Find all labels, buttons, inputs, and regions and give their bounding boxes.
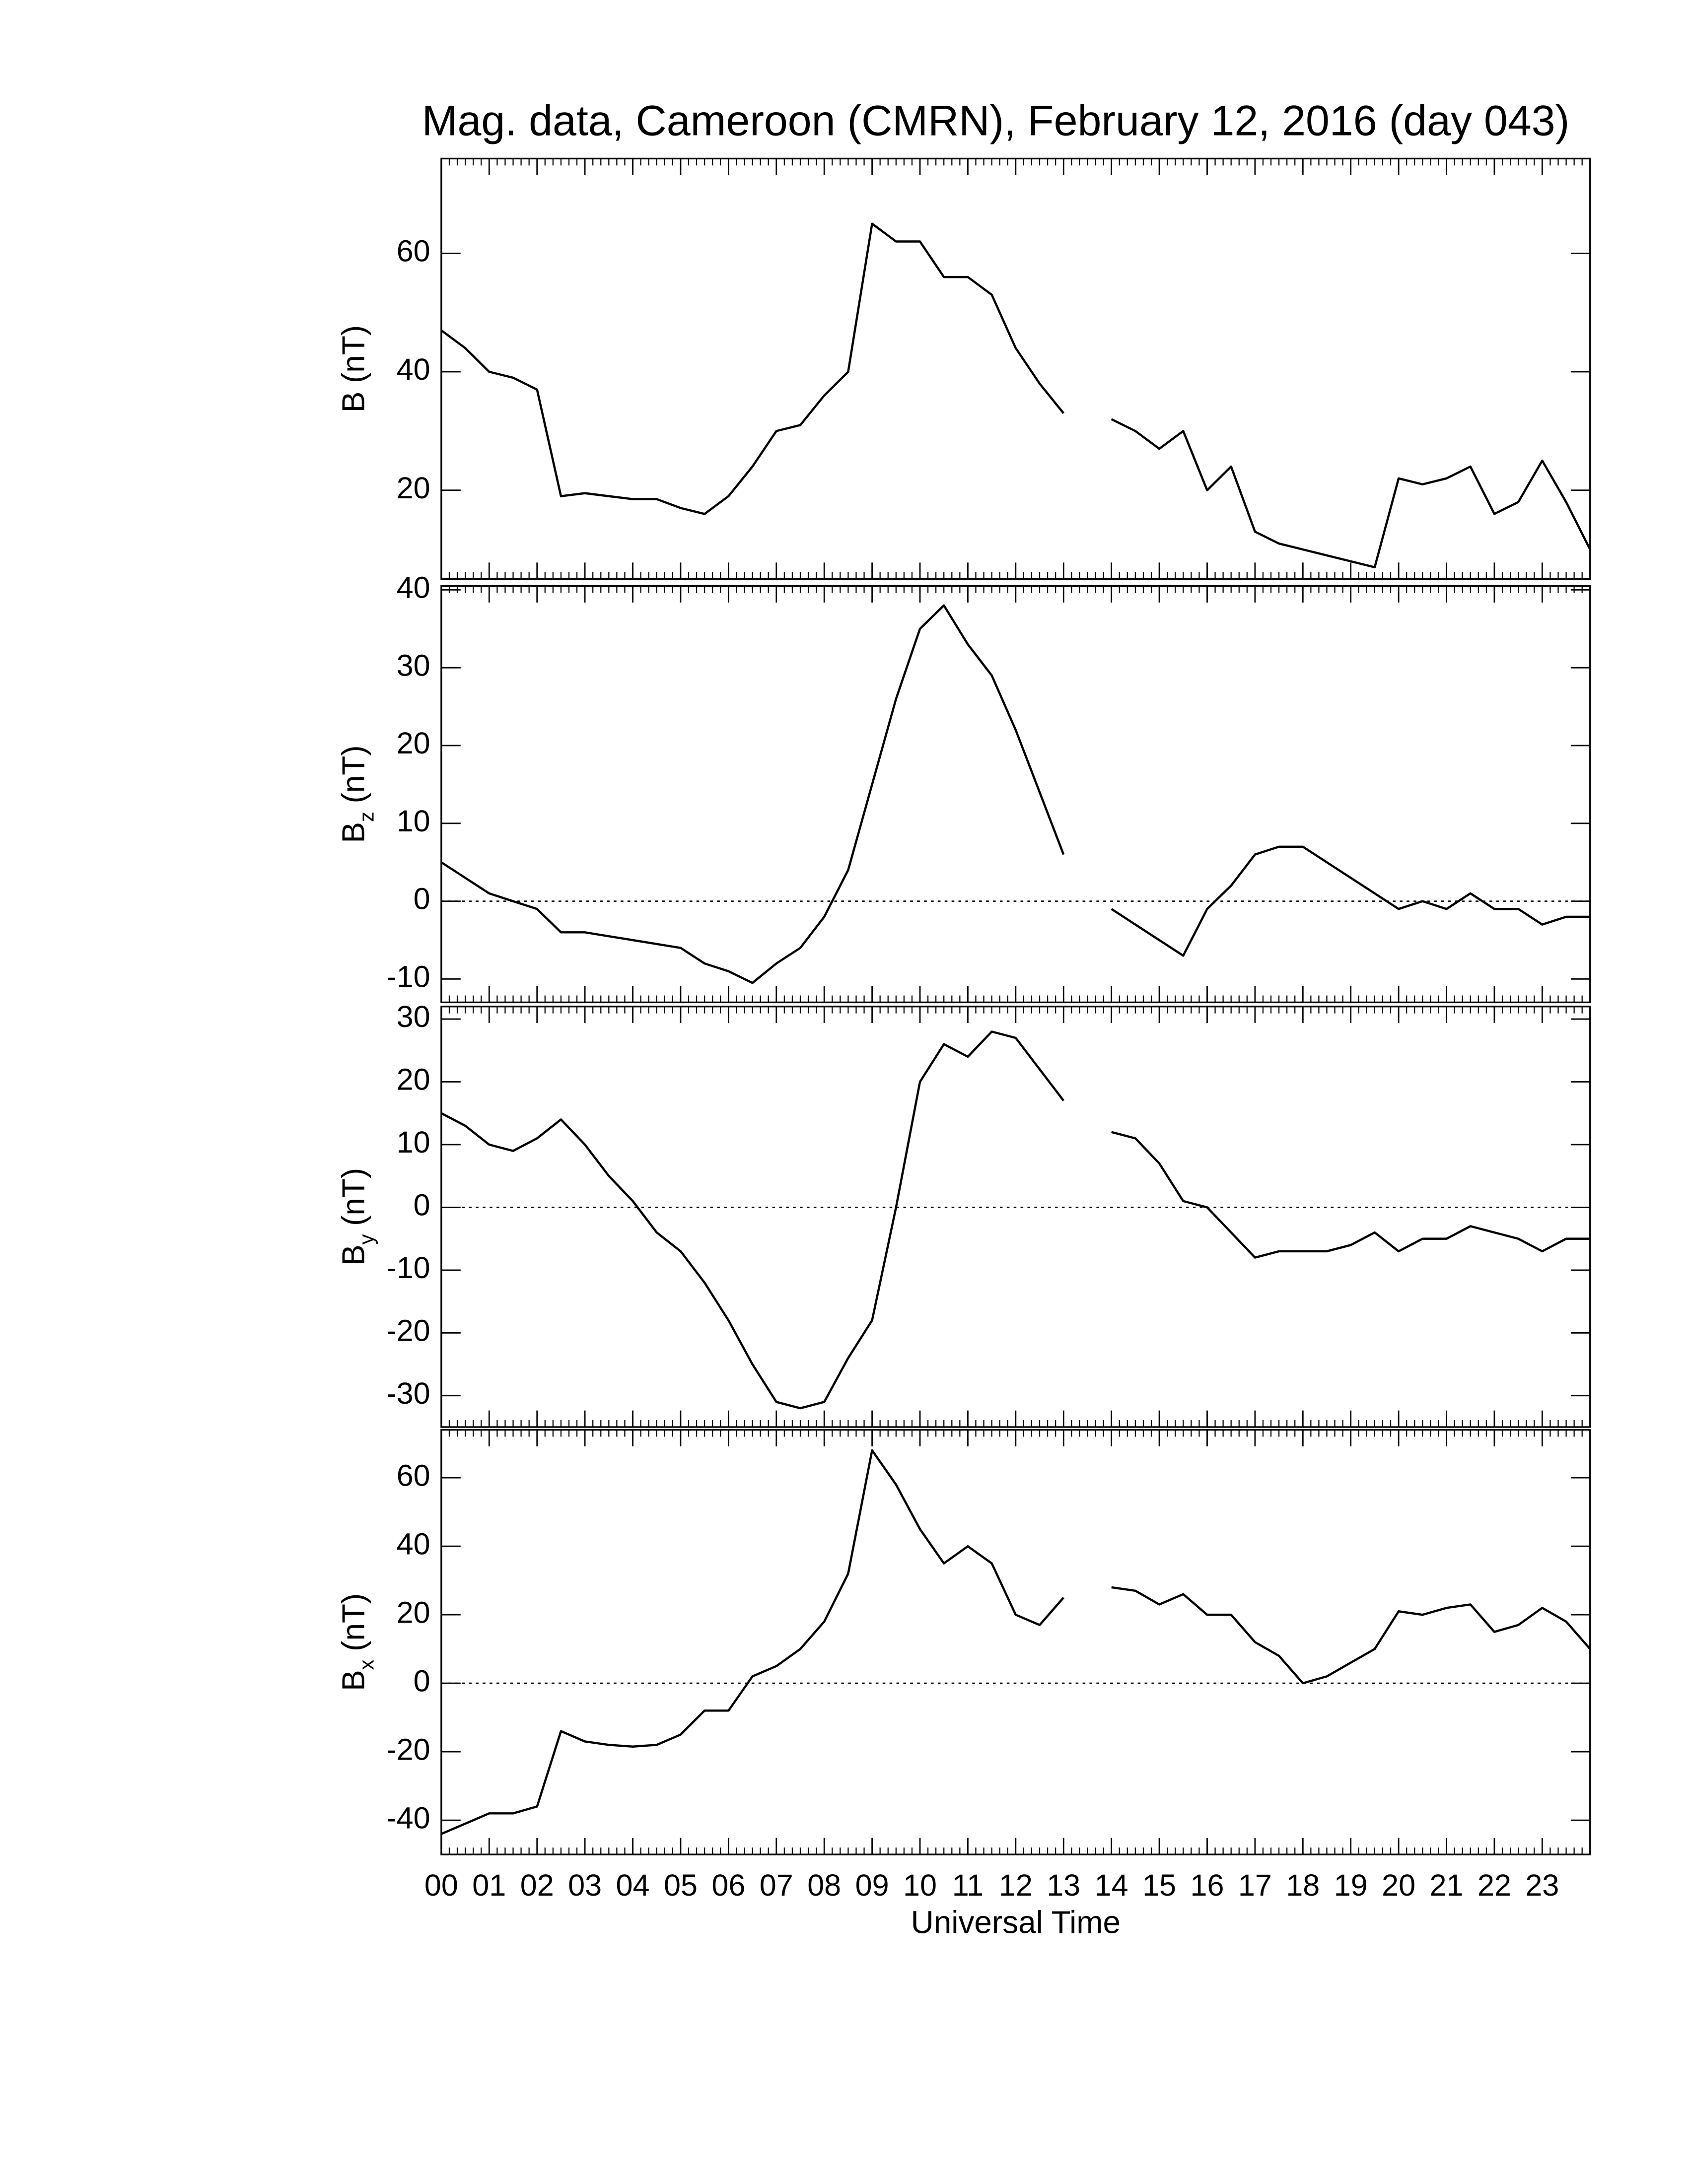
y-label-unit: (nT) [336,325,371,383]
y-tick-label: -40 [386,1801,430,1835]
x-tick-label: 13 [1047,1868,1080,1902]
y-label-symbol: B [336,1244,371,1266]
y-tick-label: 40 [397,1527,430,1561]
x-tick-label: 04 [616,1868,650,1902]
y-tick-label: -30 [386,1376,430,1410]
y-tick-label: 0 [414,1188,430,1222]
y-tick-label: 0 [414,1664,430,1698]
y-tick-label: 20 [397,1595,430,1629]
y-tick-label: -10 [386,960,430,994]
y-tick-label: 20 [397,726,430,760]
y-tick-label: 60 [397,234,430,268]
x-tick-label: 22 [1477,1868,1511,1902]
y-tick-label: 30 [397,648,430,682]
data-line [441,1449,1591,1835]
x-tick-label: 00 [424,1868,458,1902]
y-tick-label: -20 [386,1732,430,1766]
x-axis-label: Universal Time [911,1905,1121,1940]
x-tick-label: 01 [472,1868,506,1902]
y-label-unit: (nT) [336,1168,371,1226]
x-tick-label: 21 [1430,1868,1464,1902]
panel-frame [440,157,1591,580]
panel-frame [440,1429,1591,1855]
y-tick-label: -10 [386,1251,430,1285]
y-axis-label: Bz (nT) [336,745,378,843]
x-tick-label: 02 [520,1868,554,1902]
y-label-subscript: y [355,1234,378,1244]
x-tick-label: 11 [952,1868,984,1902]
x-tick-label: 05 [664,1868,698,1902]
y-tick-label: 30 [397,1000,430,1033]
x-tick-label: 18 [1286,1868,1320,1902]
y-label-subscript: z [355,812,378,822]
y-tick-label: 60 [397,1458,430,1492]
y-tick-label: 40 [397,571,430,605]
x-tick-label: 23 [1525,1868,1559,1902]
x-tick-label: 09 [855,1868,889,1902]
x-tick-label: 03 [568,1868,602,1902]
y-tick-label: 20 [397,471,430,505]
x-tick-label: 15 [1142,1868,1176,1902]
x-tick-label: 12 [999,1868,1033,1902]
x-tick-label: 14 [1095,1868,1128,1902]
y-label-unit: (nT) [336,1593,371,1651]
y-tick-label: 40 [397,352,430,386]
y-tick-label: 10 [397,1125,430,1159]
x-tick-label: 08 [807,1868,841,1902]
chart-title: Mag. data, Cameroon (CMRN), February 12,… [422,97,1570,145]
data-line [440,222,1591,569]
y-tick-label: 0 [414,882,430,916]
y-axis-label: By (nT) [336,1168,378,1266]
panel-frame [440,1006,1591,1428]
x-tick-label: 17 [1238,1868,1272,1902]
x-tick-label: 10 [903,1868,937,1902]
y-axis-label: Bx (nT) [336,1593,378,1691]
y-axis-label: B (nT) [336,325,371,412]
x-tick-label: 16 [1190,1868,1224,1902]
y-label-symbol: B [336,1670,371,1691]
x-tick-label: 06 [711,1868,745,1902]
data-line [440,1030,1590,1410]
x-tick-label: 07 [760,1868,793,1902]
y-label-unit: (nT) [336,745,371,803]
x-tick-label: 20 [1382,1868,1415,1902]
y-label-symbol: B [336,392,371,413]
y-label-subscript: x [355,1659,378,1670]
y-tick-label: -20 [386,1313,430,1347]
x-tick-label: 19 [1334,1868,1368,1902]
y-tick-label: 20 [397,1063,430,1096]
data-line [440,604,1590,984]
y-tick-label: 10 [397,804,430,838]
panel-frame [440,585,1591,1004]
y-label-symbol: B [336,822,371,843]
